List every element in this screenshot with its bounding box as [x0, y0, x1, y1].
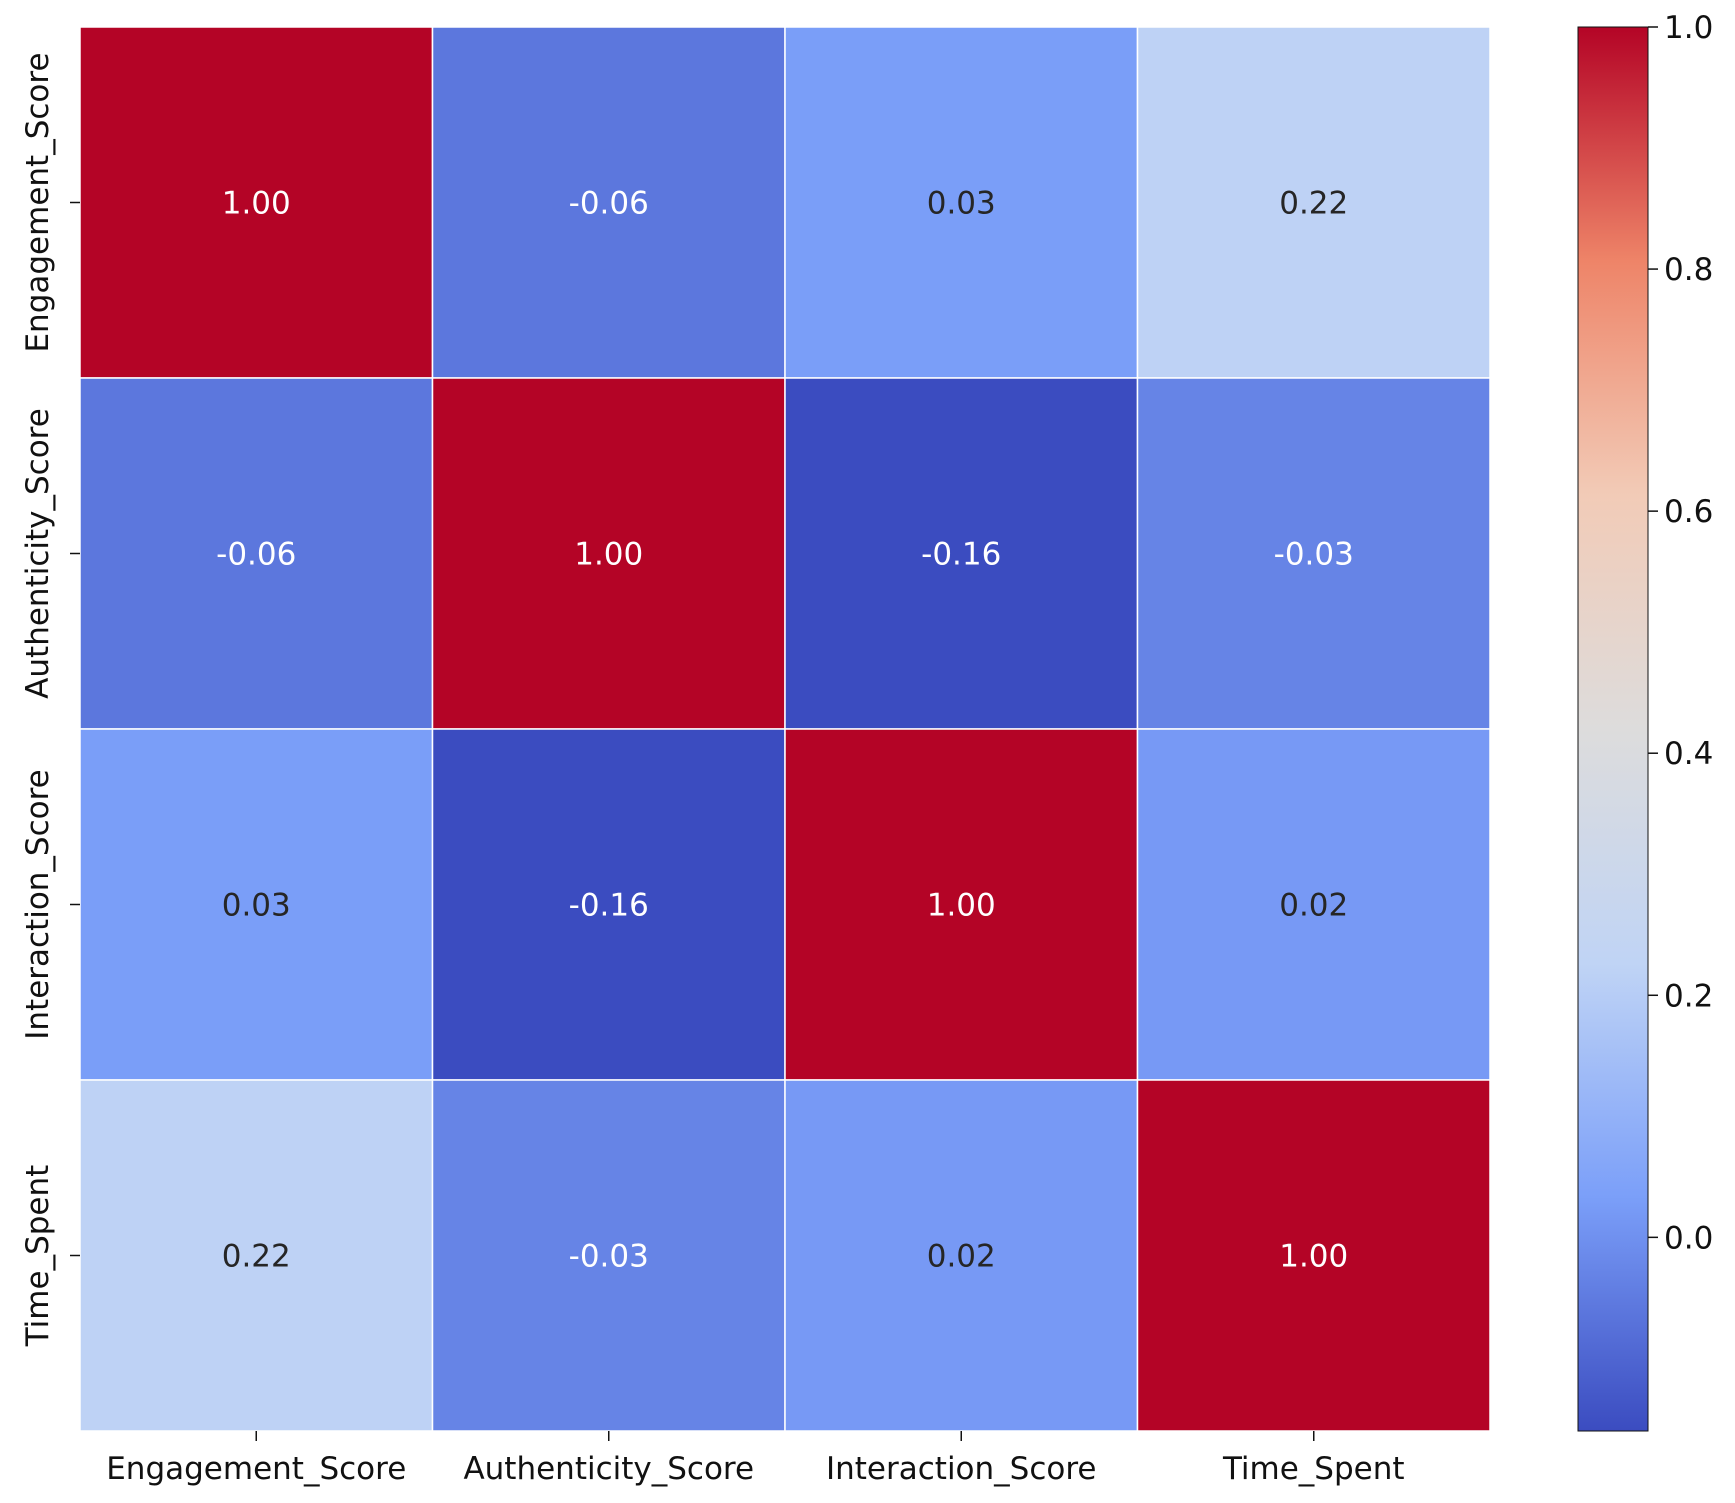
colorbar-tick-label: 0.0 [1664, 1220, 1713, 1256]
colorbar-bar [1578, 27, 1648, 1431]
cell-value-label: 1.00 [927, 888, 996, 924]
cell-value-label: 1.00 [222, 186, 291, 222]
heatmap-cell [79, 377, 434, 730]
heatmap-cell [79, 1079, 434, 1432]
cell-value-label: 0.03 [222, 888, 291, 924]
colorbar-frame [1577, 26, 1649, 1432]
y-tick-label: Authenticity_Score [20, 408, 56, 699]
y-tick-label: Engagement_Score [20, 52, 56, 352]
heatmap-cell [784, 26, 1139, 379]
cell-value-label: -0.06 [569, 186, 649, 222]
heatmap-cell [1136, 728, 1491, 1081]
x-tick-label: Engagement_Score [106, 1451, 406, 1487]
cell-value-label: 0.03 [927, 186, 996, 222]
heatmap-cell [784, 377, 1139, 730]
cell-value-label: 0.02 [1279, 888, 1348, 924]
cell-value-label: -0.03 [569, 1239, 649, 1275]
heatmap-cells [79, 26, 1491, 1432]
colorbar-tick-label: 1.0 [1664, 10, 1713, 46]
heatmap-cell [431, 728, 786, 1081]
heatmap-cell [784, 1079, 1139, 1432]
cell-value-label: 1.00 [1279, 1239, 1348, 1275]
heatmap-cell [1136, 377, 1491, 730]
cell-value-label: -0.06 [216, 537, 296, 573]
heatmap-cell [1136, 26, 1491, 379]
cell-value-labels: 1.00 -0.06 0.03 0.22 -0.06 1.00 -0.16 -0.03 0.03… [216, 186, 1354, 1275]
cell-value-label: 0.22 [1279, 186, 1348, 222]
heatmap-cell [431, 26, 786, 379]
x-tick-label: Interaction_Score [826, 1451, 1097, 1487]
cell-value-label: 0.22 [222, 1239, 291, 1275]
cell-value-label: -0.16 [569, 888, 649, 924]
colorbar-tick-label: 0.4 [1664, 736, 1713, 772]
x-tick-label: Authenticity_Score [463, 1451, 754, 1487]
x-axis: Engagement_Score Authenticity_Score Intera… [106, 1431, 1405, 1487]
colorbar-tick-label: 0.6 [1664, 494, 1713, 530]
cell-value-label: -0.16 [921, 537, 1001, 573]
cell-value-label: 0.02 [927, 1239, 996, 1275]
y-tick-label: Time_Spent [20, 1165, 56, 1348]
cell-value-label: -0.03 [1274, 537, 1354, 573]
colorbar: 0.0 0.2 0.4 0.6 0.8 1.0 [1577, 10, 1713, 1432]
cell-value-label: 1.00 [574, 537, 643, 573]
heatmap-cell [431, 377, 786, 730]
heatmap-cell [79, 26, 434, 379]
heatmap-cell [431, 1079, 786, 1432]
colorbar-tick-label: 0.2 [1664, 978, 1713, 1014]
heatmap-cell [1136, 1079, 1491, 1432]
x-tick-label: Time_Spent [1222, 1451, 1405, 1487]
y-axis: Engagement_Score Authenticity_Score Intera… [20, 52, 80, 1347]
colorbar-tick-label: 0.8 [1664, 252, 1713, 288]
y-tick-label: Interaction_Score [20, 769, 56, 1040]
